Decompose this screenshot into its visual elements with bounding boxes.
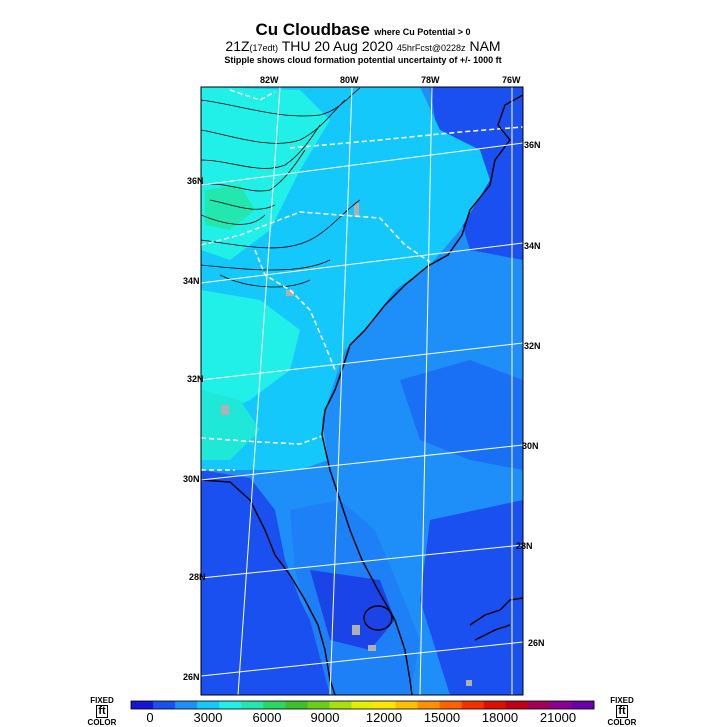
offshore-patch-south	[420, 500, 523, 695]
colorbar-segment	[461, 701, 485, 709]
time-main: 21Z	[225, 38, 250, 54]
lat-left-34n: 34N	[183, 276, 200, 286]
lat-left-26n: 26N	[183, 672, 200, 682]
colorbar-tick-9000: 9000	[310, 710, 340, 725]
colorbar-segment	[307, 701, 330, 709]
lat-right-26n: 26N	[528, 638, 545, 648]
colorbar-segment	[219, 701, 242, 709]
stipple-4	[352, 625, 360, 635]
terrain-contours	[201, 87, 361, 288]
coastline	[201, 94, 523, 695]
stipple-5	[368, 645, 376, 651]
colorbar-tick-3000: 3000	[193, 710, 223, 725]
colorbar-tick-6000: 6000	[252, 710, 282, 725]
colorbar-tick-12000: 12000	[365, 710, 403, 725]
colorbar-segment	[571, 701, 595, 709]
forecast-text: 45hrFcst@0228z	[396, 43, 466, 53]
title-note: where Cu Potential > 0	[374, 27, 471, 37]
colorbar-segment	[351, 701, 375, 709]
colorbar-right-unit: ft	[616, 705, 628, 718]
colorbar-segment	[131, 701, 154, 709]
lat-left-36n: 36N	[187, 176, 204, 186]
land-teal-south	[201, 390, 260, 460]
mountain-green	[205, 185, 255, 230]
land-teal-central	[201, 290, 300, 420]
colorbar-segment	[175, 701, 198, 709]
lat-left-32n: 32N	[187, 374, 204, 384]
lon-label-76w: 76W	[502, 75, 521, 85]
colorbar-right-label: FIXED ft COLOR	[606, 696, 638, 727]
chart-title: Cu Cloudbase where Cu Potential > 0	[0, 20, 726, 40]
lon-label-80w: 80W	[340, 75, 359, 85]
colorbar-right-fixed: FIXED	[610, 696, 634, 705]
lat-right-32n: 32N	[524, 341, 541, 351]
date-text: THU 20 Aug 2020	[281, 38, 393, 54]
colorbar-segment	[505, 701, 529, 709]
colorbar-left-color: COLOR	[87, 718, 117, 727]
time-local: (17edt)	[249, 43, 279, 53]
colorbar-tick-18000: 18000	[481, 710, 519, 725]
colorbar-tick-21000: 21000	[539, 710, 577, 725]
lat-left-28n: 28N	[189, 572, 206, 582]
colorbar-left-fixed: FIXED	[90, 696, 114, 705]
title-main: Cu Cloudbase	[255, 20, 370, 39]
lon-label-82w: 82W	[260, 75, 279, 85]
lat-right-36n: 36N	[524, 140, 541, 150]
colorbar-segment	[329, 701, 352, 709]
colorbar-segment	[285, 701, 308, 709]
lon-label-78w: 78W	[421, 75, 440, 85]
valid-time-line: 21Z(17edt) THU 20 Aug 2020 45hrFcst@0228…	[0, 38, 726, 54]
stipple-6	[466, 680, 472, 686]
lat-left-30n: 30N	[183, 474, 200, 484]
colorbar-segment	[439, 701, 463, 709]
stipple-2	[354, 203, 359, 217]
lat-right-34n: 34N	[524, 241, 541, 251]
colorbar-segment	[483, 701, 507, 709]
latlon-grid	[201, 87, 523, 695]
colorbar-segment	[395, 701, 419, 709]
colorbar-segment	[373, 701, 397, 709]
colorbar-segment	[417, 701, 441, 709]
colorbar-segment	[263, 701, 286, 709]
stipple-note: Stipple shows cloud formation potential …	[224, 55, 502, 65]
state-boundaries	[201, 89, 523, 471]
colorbar-segment	[241, 701, 264, 709]
colorbar	[130, 700, 595, 710]
lat-right-28n: 28N	[516, 541, 533, 551]
colorbar-segment	[153, 701, 176, 709]
colorbar-left-label: FIXED ft COLOR	[86, 696, 118, 727]
lake-okeechobee	[363, 605, 393, 631]
colorbar-tick-15000: 15000	[423, 710, 461, 725]
offshore-patch-mid	[400, 360, 523, 470]
stipple-1	[221, 405, 229, 415]
colorbar-tick-0: 0	[146, 710, 154, 725]
stipple-3	[286, 290, 294, 296]
florida-west-blue	[201, 470, 400, 695]
colorbar-segment	[527, 701, 551, 709]
map-field	[201, 87, 523, 695]
colorbar-frame	[130, 700, 595, 710]
lat-right-30n: 30N	[522, 441, 539, 451]
colorbar-segment	[549, 701, 573, 709]
model-name: NAM	[469, 38, 501, 54]
colorbar-right-color: COLOR	[607, 718, 637, 727]
colorbar-left-unit: ft	[96, 705, 108, 718]
map-frame	[200, 86, 524, 696]
colorbar-segment	[197, 701, 220, 709]
